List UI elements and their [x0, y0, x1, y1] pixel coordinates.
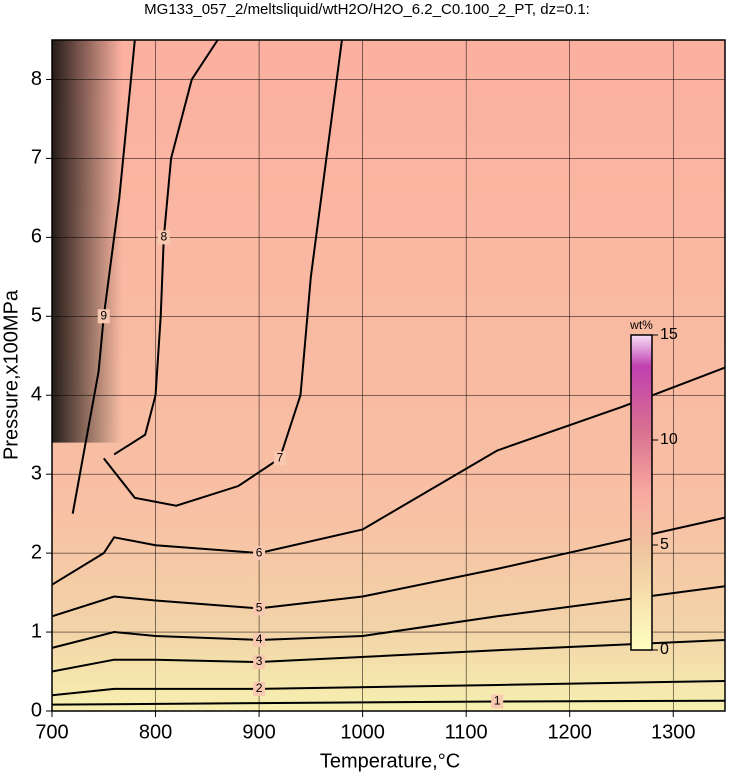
- contour-label-bg: [253, 632, 266, 647]
- colorbar-tick-label: 10: [660, 431, 678, 448]
- x-tick-label: 1100: [445, 721, 488, 743]
- contour-label-bg: [253, 681, 266, 696]
- y-tick-label: 3: [31, 462, 42, 484]
- dark-region: [52, 40, 122, 443]
- chart-title: MG133_057_2/meltsliquid/wtH2O/H2O_6.2_C0…: [144, 1, 590, 18]
- contour-label: 5: [256, 601, 263, 615]
- contour-label-bg: [491, 694, 504, 709]
- x-tick-label: 900: [242, 721, 275, 743]
- contour-label: 6: [256, 545, 263, 559]
- contour-label-bg: [273, 451, 286, 466]
- colorbar: [630, 334, 653, 651]
- contour-label-bg: [157, 230, 170, 245]
- contour-label: 3: [256, 654, 263, 668]
- colorbar-label: wt%: [629, 318, 653, 332]
- y-tick-label: 6: [31, 226, 42, 248]
- contour-label-bg: [253, 546, 266, 561]
- y-tick-label: 0: [31, 699, 42, 721]
- contour-label: 4: [256, 632, 263, 646]
- x-axis-label: Temperature,°C: [320, 750, 460, 772]
- colorbar-tick-label: 5: [660, 536, 669, 553]
- contour-label: 9: [100, 308, 107, 322]
- contour-label: 7: [276, 451, 283, 465]
- contour-label-bg: [253, 601, 266, 616]
- y-tick-label: 2: [31, 541, 42, 563]
- x-tick-label: 1000: [340, 721, 385, 743]
- contour-label-bg: [253, 655, 266, 670]
- contour-label-bg: [97, 309, 110, 324]
- colorbar-tick-label: 15: [660, 326, 678, 343]
- x-tick-label: 700: [35, 721, 68, 743]
- contour-line: [51, 699, 726, 706]
- y-tick-label: 4: [31, 384, 42, 406]
- x-tick-label: 1300: [651, 721, 696, 743]
- plot-background: [52, 40, 725, 711]
- y-tick-label: 8: [31, 68, 42, 90]
- x-tick-label: 800: [139, 721, 172, 743]
- contour-line: [113, 39, 219, 456]
- y-tick-label: 1: [31, 620, 42, 642]
- plot-frame: [51, 39, 726, 712]
- y-tick-label: 5: [31, 305, 42, 327]
- contour-line: [51, 638, 726, 673]
- y-axis-label: Pressure,x100MPa: [0, 289, 22, 460]
- y-tick-label: 7: [31, 147, 42, 169]
- contour-label: 8: [160, 230, 167, 244]
- contour-label: 1: [494, 694, 501, 708]
- colorbar-tick-label: 0: [660, 641, 669, 658]
- contour-label: 2: [256, 681, 263, 695]
- x-tick-label: 1200: [547, 721, 592, 743]
